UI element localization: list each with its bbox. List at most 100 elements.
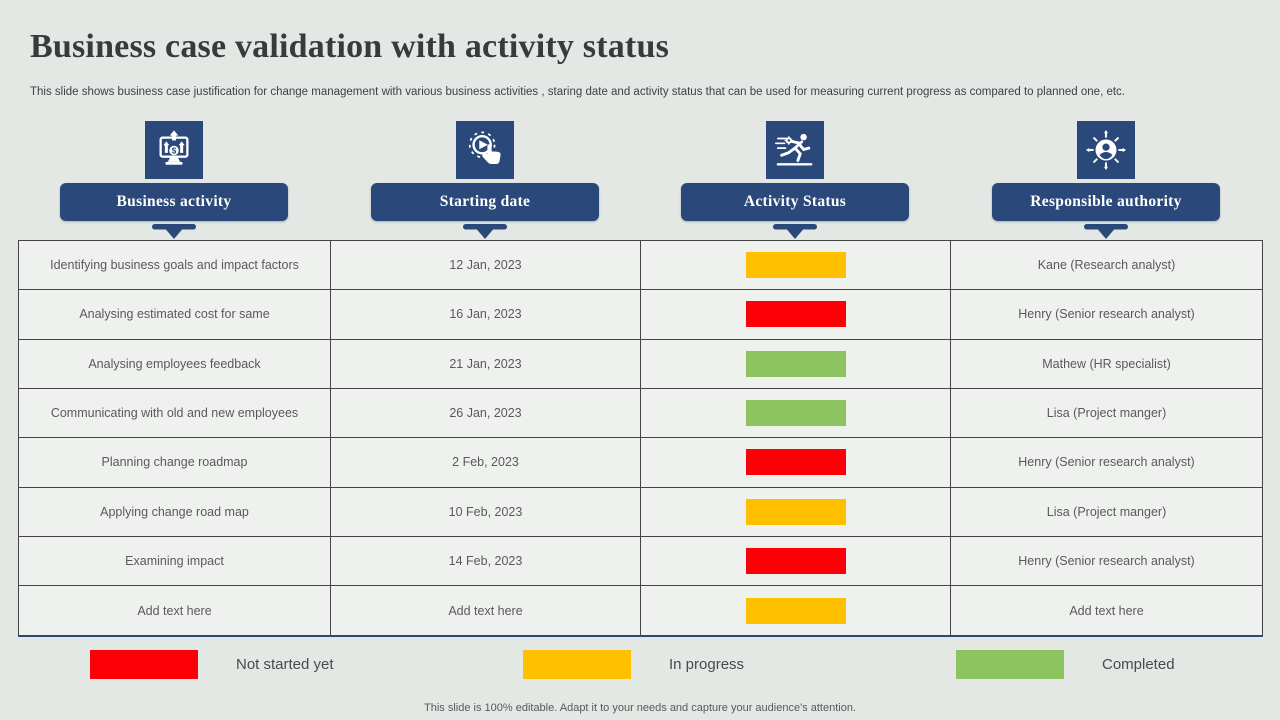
date-cell[interactable]: Add text here [330,585,641,637]
status-cell [640,289,951,340]
activity-cell[interactable]: Add text here [18,585,331,637]
activity-cell: Analysing estimated cost for same [18,289,331,340]
activity-text: Analysing estimated cost for same [79,307,270,322]
status-bar [745,301,846,328]
authority-text: Henry (Senior research analyst) [1018,455,1195,470]
activity-text: Communicating with old and new employees [50,406,299,421]
activity-text: Identifying business goals and impact fa… [50,258,299,273]
authority-text: Add text here [1069,603,1144,618]
date-cell: 10 Feb, 2023 [330,486,641,537]
date-cell: 14 Feb, 2023 [330,535,641,587]
legend-swatch [90,650,198,679]
status-bar [745,597,846,624]
down-arrow-icon [1084,224,1128,239]
activity-cell: Identifying business goals and impact fa… [18,239,331,291]
status-cell [640,239,951,291]
slide-subtitle: This slide shows business case justifica… [30,86,1125,98]
activity-cell: Applying change road map [18,486,331,537]
authority-cell: Henry (Senior research analyst) [950,289,1263,340]
slide-footer-note: This slide is 100% editable. Adapt it to… [424,702,856,714]
status-bar [745,350,846,377]
date-text: 12 Jan, 2023 [449,258,522,273]
column-header-activity-status: Activity Status [681,183,909,221]
legend-swatch [523,650,631,679]
activity-cell: Analysing employees feedback [18,338,331,389]
date-text: Add text here [448,603,523,618]
authority-text: Mathew (HR specialist) [1042,356,1171,371]
table-row: Planning change roadmap 2 Feb, 2023 Henr… [18,437,1263,488]
column-header-responsible-authority: Responsible authority [992,183,1220,221]
table-row: Applying change road map 10 Feb, 2023 Li… [18,486,1263,537]
table-row: Examining impact 14 Feb, 2023 Henry (Sen… [18,535,1263,587]
date-text: 2 Feb, 2023 [452,455,519,470]
authority-text: Lisa (Project manger) [1046,504,1167,519]
authority-cell: Lisa (Project manger) [950,486,1263,537]
legend-label: Not started yet [236,656,334,673]
status-bar [745,400,846,427]
status-cell [640,387,951,439]
column-activity-status: Activity Status [640,121,950,239]
authority-text: Henry (Senior research analyst) [1018,307,1195,322]
status-cell [640,535,951,587]
down-arrow-icon [773,224,817,239]
date-cell: 21 Jan, 2023 [330,338,641,389]
page-title: Business case validation with activity s… [30,28,669,65]
date-cell: 16 Jan, 2023 [330,289,641,340]
legend-label: Completed [1102,656,1175,673]
date-cell: 2 Feb, 2023 [330,437,641,488]
play-click-icon [456,121,514,179]
authority-cell: Kane (Research analyst) [950,239,1263,291]
activity-text: Applying change road map [100,504,249,519]
status-cell [640,585,951,637]
activity-cell: Communicating with old and new employees [18,387,331,439]
activity-cell: Examining impact [18,535,331,587]
date-text: 16 Jan, 2023 [449,307,522,322]
column-headers: $ Business activity [18,121,1262,239]
monitor-growth-icon: $ [145,121,203,179]
authority-cell: Henry (Senior research analyst) [950,437,1263,488]
status-cell [640,437,951,488]
date-cell: 12 Jan, 2023 [330,239,641,291]
legend-swatch [956,650,1064,679]
table-row: Identifying business goals and impact fa… [18,239,1263,291]
activity-text: Add text here [137,603,212,618]
table-row: Analysing employees feedback 21 Jan, 202… [18,338,1263,389]
status-cell [640,486,951,537]
status-table-body: Identifying business goals and impact fa… [18,239,1263,637]
authority-text: Lisa (Project manger) [1046,406,1167,421]
down-arrow-icon [152,224,196,239]
table-row: Analysing estimated cost for same 16 Jan… [18,289,1263,340]
activity-text: Planning change roadmap [101,455,248,470]
column-business-activity: $ Business activity [18,121,330,239]
status-bar [745,548,846,575]
status-bar [745,498,846,525]
activity-text: Examining impact [125,554,224,569]
table-row: Communicating with old and new employees… [18,387,1263,439]
column-header-business-activity: Business activity [60,183,288,221]
date-text: 26 Jan, 2023 [449,406,522,421]
date-text: 14 Feb, 2023 [448,554,523,569]
status-bar [745,449,846,476]
date-text: 10 Feb, 2023 [448,504,523,519]
column-responsible-authority: Responsible authority [950,121,1262,239]
column-header-starting-date: Starting date [371,183,599,221]
authority-cell[interactable]: Add text here [950,585,1263,637]
date-text: 21 Jan, 2023 [449,356,522,371]
status-cell [640,338,951,389]
activity-cell: Planning change roadmap [18,437,331,488]
authority-text: Kane (Research analyst) [1037,258,1176,273]
activity-text: Analysing employees feedback [88,356,261,371]
column-starting-date: Starting date [330,121,640,239]
legend-label: In progress [669,656,745,673]
running-man-icon [766,121,824,179]
down-arrow-icon [463,224,507,239]
table-row: Add text here Add text here Add text her… [18,585,1263,637]
legend-item-completed: Completed [956,650,1280,679]
status-bar [745,252,846,279]
svg-text:$: $ [172,146,177,155]
person-network-icon [1077,121,1135,179]
status-legend: Not started yet In progress Completed [90,650,1280,679]
date-cell: 26 Jan, 2023 [330,387,641,439]
authority-cell: Mathew (HR specialist) [950,338,1263,389]
